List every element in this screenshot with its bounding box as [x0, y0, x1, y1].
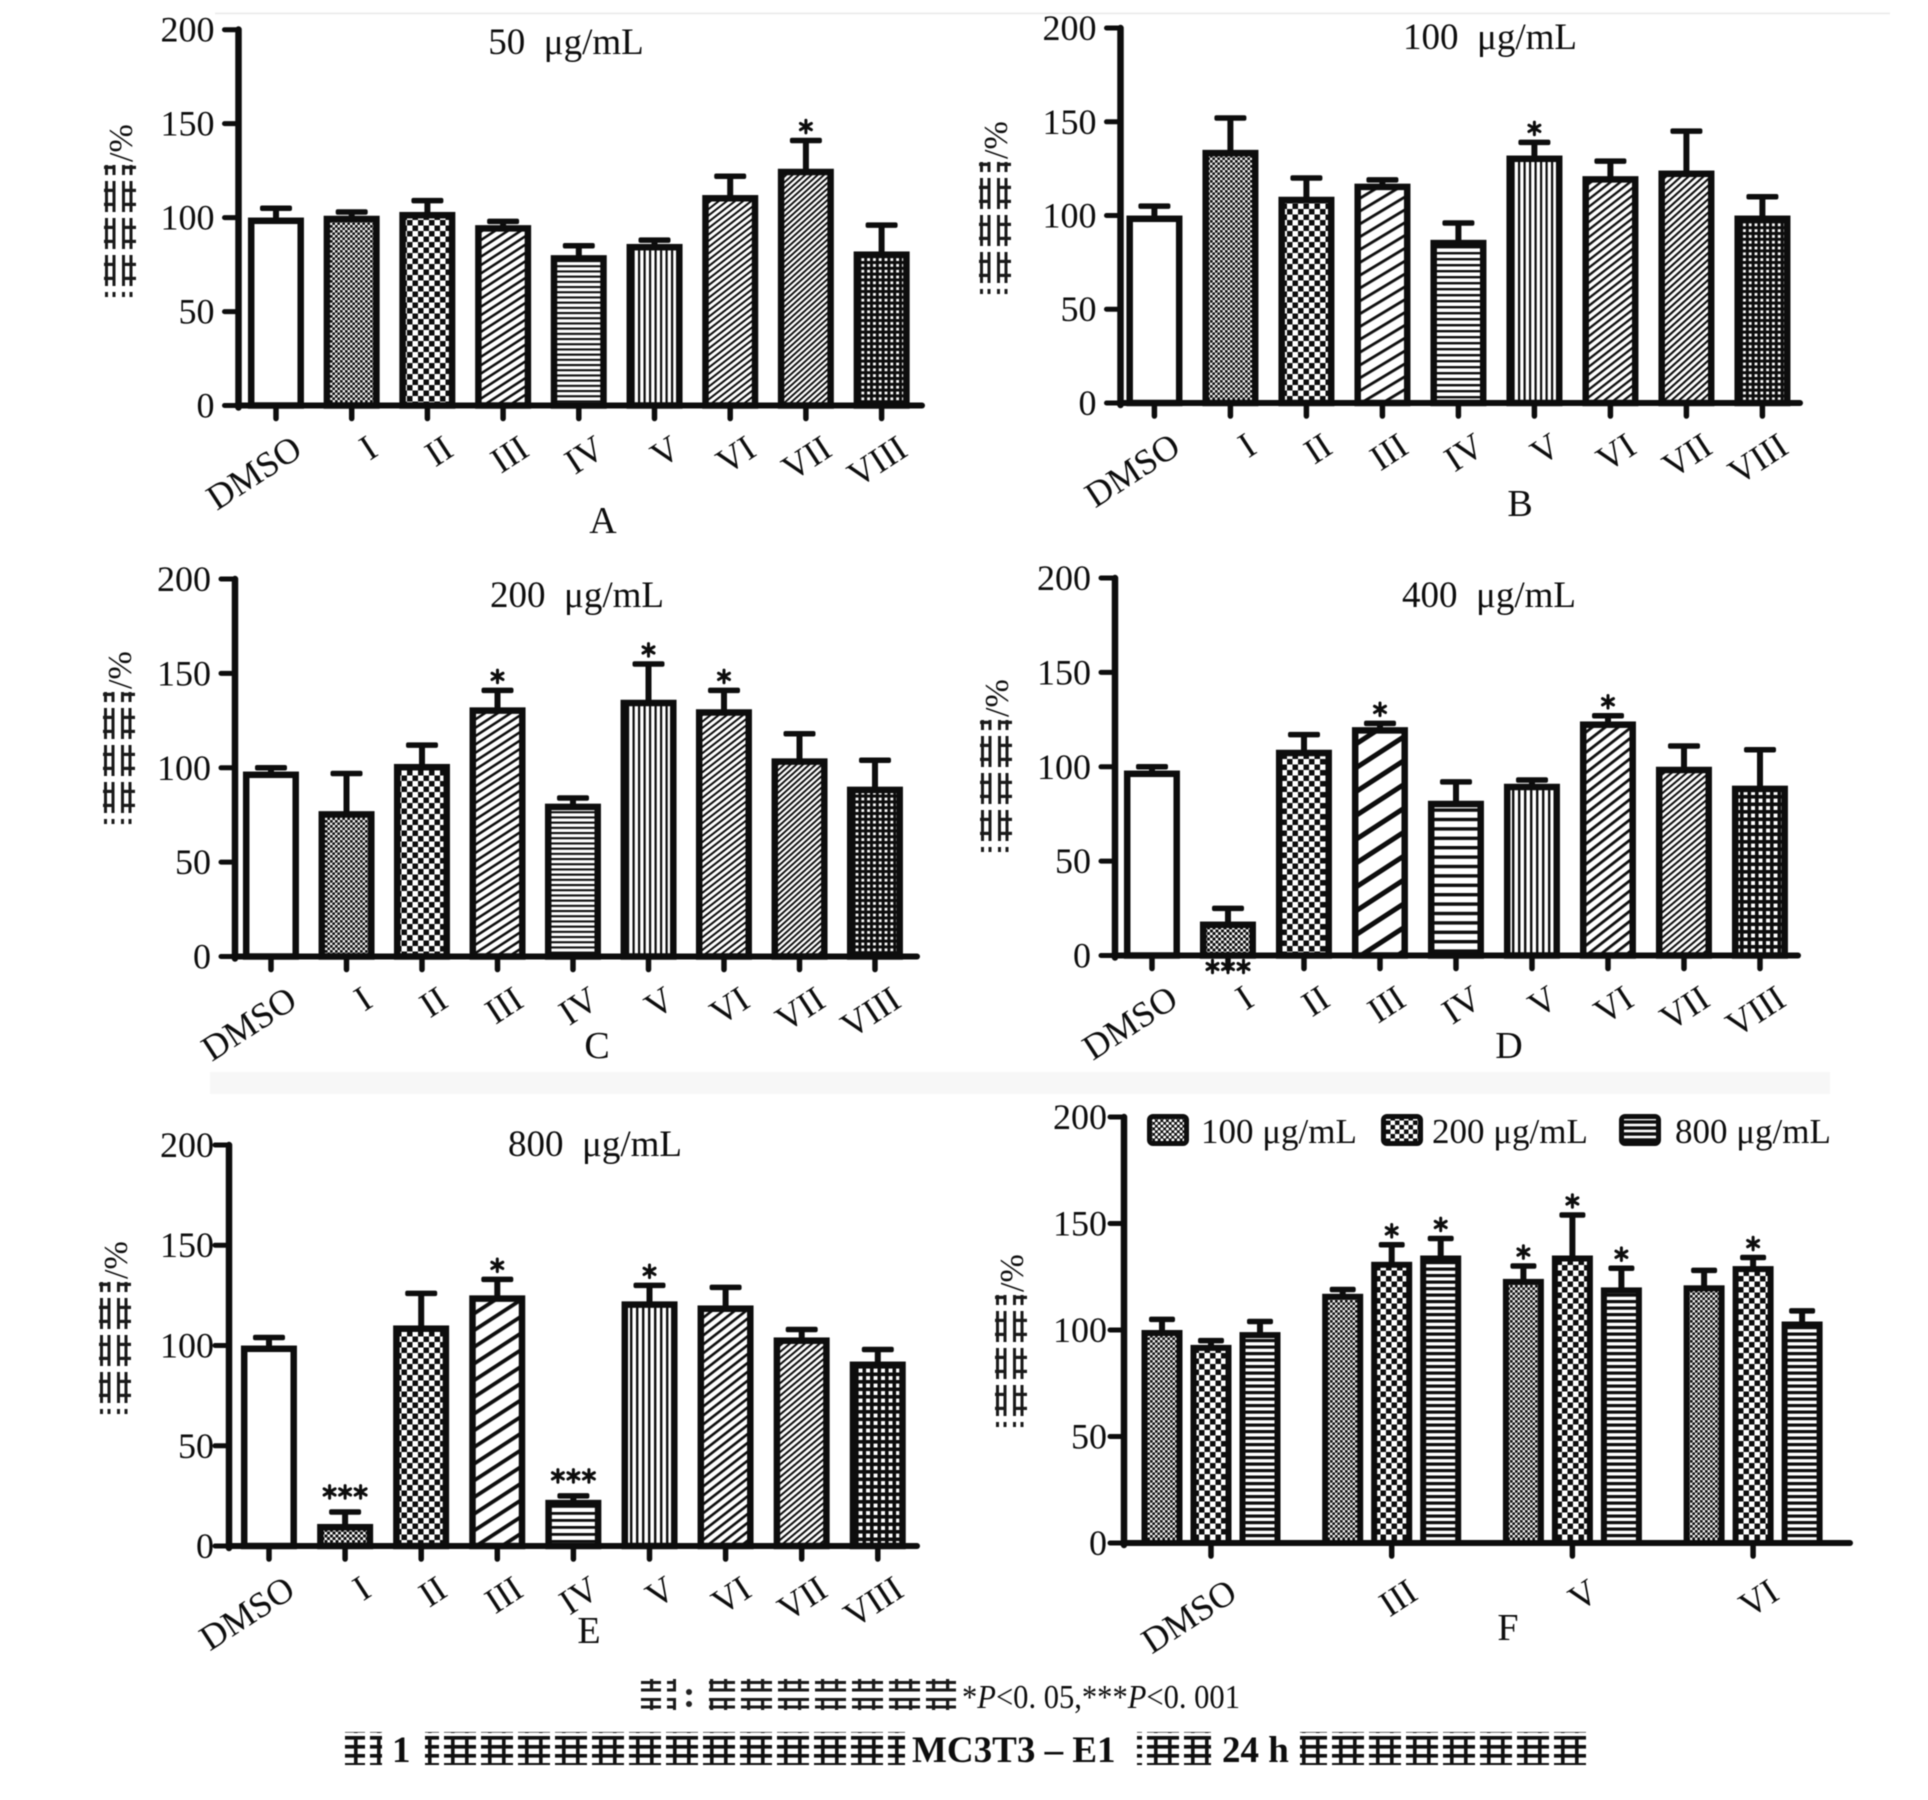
svg-text:100: 100	[1053, 1310, 1107, 1350]
svg-text:/%: /%	[979, 679, 1016, 717]
svg-text:50: 50	[1055, 841, 1091, 881]
svg-text:200: 200	[1043, 8, 1097, 48]
svg-text:150: 150	[1053, 1204, 1107, 1244]
svg-text:100 μg/mL: 100 μg/mL	[1403, 17, 1577, 58]
svg-text:150: 150	[161, 104, 215, 144]
svg-text:50: 50	[175, 842, 211, 882]
svg-text:200: 200	[160, 1125, 214, 1165]
svg-text:200 μg/mL: 200 μg/mL	[1432, 1112, 1588, 1151]
svg-text:150: 150	[160, 1225, 214, 1265]
svg-text:150: 150	[1037, 652, 1091, 692]
svg-text:200: 200	[1053, 1097, 1107, 1137]
svg-text:150: 150	[1043, 102, 1097, 142]
svg-text:0: 0	[197, 386, 215, 426]
svg-text:24 h: 24 h	[1222, 1730, 1289, 1771]
svg-text:0: 0	[1073, 936, 1091, 976]
svg-text:/%: /%	[98, 1241, 135, 1279]
svg-text:F: F	[1497, 1607, 1518, 1649]
svg-text:200: 200	[161, 10, 215, 50]
svg-text:50: 50	[1061, 289, 1097, 329]
svg-text:100 μg/mL: 100 μg/mL	[1201, 1112, 1357, 1151]
svg-text:0: 0	[196, 1526, 214, 1566]
svg-text:50: 50	[1071, 1417, 1107, 1457]
svg-text:1: 1	[392, 1730, 411, 1771]
svg-text:/%: /%	[994, 1254, 1031, 1292]
svg-text:0: 0	[193, 937, 211, 977]
svg-text:0: 0	[1089, 1523, 1107, 1563]
svg-text:200: 200	[157, 559, 211, 599]
svg-text:800 μg/mL: 800 μg/mL	[1675, 1112, 1831, 1151]
svg-text:E: E	[577, 1610, 600, 1652]
svg-text:400 μg/mL: 400 μg/mL	[1402, 575, 1576, 616]
svg-text:100: 100	[1037, 747, 1091, 787]
svg-text:A: A	[589, 500, 617, 542]
svg-text:50: 50	[179, 292, 215, 332]
svg-text:100: 100	[1043, 196, 1097, 236]
svg-text:/%: /%	[103, 124, 140, 162]
svg-text:50: 50	[178, 1426, 214, 1466]
svg-text:0: 0	[1079, 383, 1097, 423]
svg-text:D: D	[1495, 1025, 1522, 1067]
svg-text:*P<0. 05,***P<0. 001: *P<0. 05,***P<0. 001	[962, 1679, 1240, 1716]
svg-text:B: B	[1507, 483, 1532, 525]
svg-text:200 μg/mL: 200 μg/mL	[490, 575, 664, 616]
svg-text:150: 150	[157, 653, 211, 693]
svg-text:200: 200	[1037, 558, 1091, 598]
svg-text:100: 100	[160, 1326, 214, 1366]
svg-text:MC3T3 – E1: MC3T3 – E1	[912, 1730, 1116, 1771]
svg-text:/%: /%	[102, 651, 139, 689]
svg-text:/%: /%	[978, 121, 1015, 159]
svg-text:50 μg/mL: 50 μg/mL	[488, 22, 644, 63]
svg-text:100: 100	[161, 198, 215, 238]
svg-text:C: C	[584, 1025, 609, 1067]
svg-text:100: 100	[157, 748, 211, 788]
svg-text:800 μg/mL: 800 μg/mL	[508, 1124, 682, 1165]
